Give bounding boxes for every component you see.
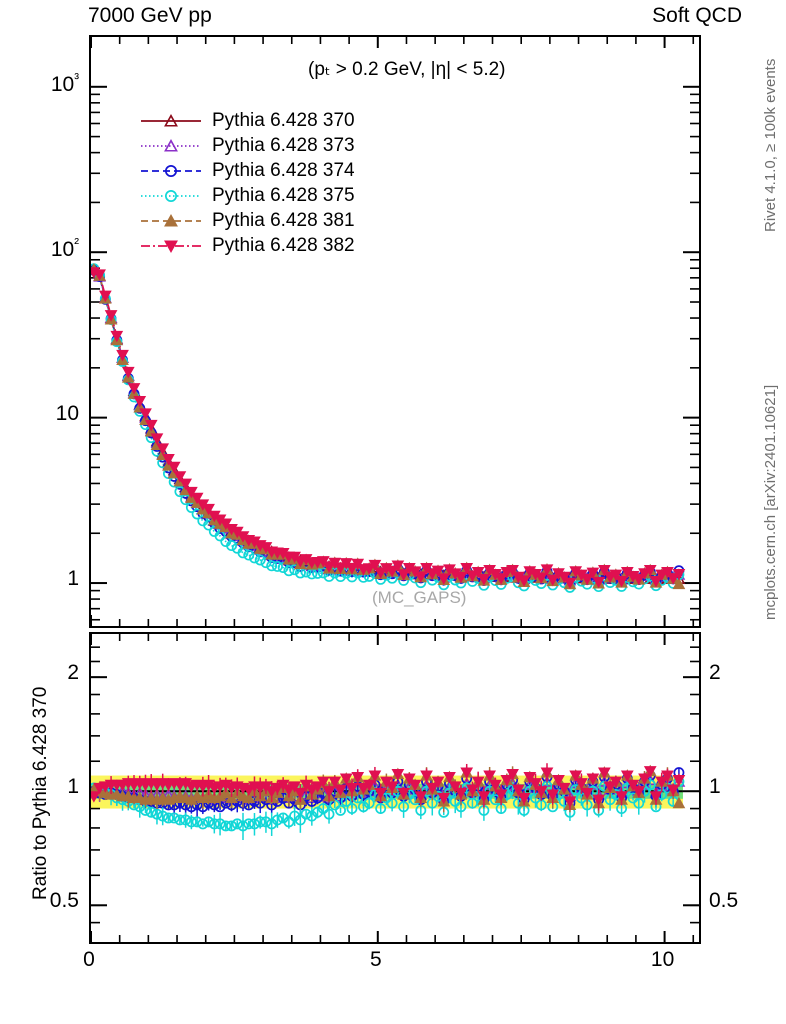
analysis-watermark: (MC_GAPS)	[372, 588, 467, 607]
legend-item-373[interactable]: Pythia 6.428 373	[140, 133, 355, 158]
main-plot-svg	[91, 37, 699, 626]
main-plot-panel	[89, 35, 701, 628]
header-left-label: 7000 GeV pp	[88, 4, 212, 27]
ratio-axis-title: Ratio to Pythia 6.428 370	[30, 686, 51, 900]
x-tick-5: 5	[369, 948, 382, 971]
legend-key-circle-open-icon	[140, 160, 202, 182]
legend-label: Pythia 6.428 381	[212, 209, 355, 231]
ratio-y-tick-left-1: 1	[67, 775, 79, 799]
legend-label: Pythia 6.428 370	[212, 109, 355, 131]
ratio-y-tick-left-0.5: 0.5	[49, 889, 79, 913]
main-y-tick-100: 10²	[50, 236, 79, 262]
rivet-version-label: Rivet 4.1.0, ≥ 100k events	[762, 58, 779, 232]
ratio-y-tick-right-0.5: 0.5	[709, 889, 739, 913]
legend-label: Pythia 6.428 382	[212, 234, 355, 256]
legend-label: Pythia 6.428 375	[212, 184, 355, 206]
header-right-label: Soft QCD	[652, 4, 742, 27]
legend-label: Pythia 6.428 373	[212, 134, 355, 156]
ratio-plot-svg	[91, 634, 699, 942]
legend-key-triangle-up-open-icon	[140, 110, 202, 132]
legend-label: Pythia 6.428 374	[212, 159, 355, 181]
legend: Pythia 6.428 370 Pythia 6.428 373 Pythia 6…	[140, 108, 355, 258]
legend-item-375[interactable]: Pythia 6.428 375	[140, 183, 355, 208]
main-y-tick-10: 10	[55, 401, 79, 425]
ratio-y-tick-right-1: 1	[709, 775, 721, 799]
main-y-tick-1: 1	[67, 567, 79, 591]
legend-item-370[interactable]: Pythia 6.428 370	[140, 108, 355, 133]
legend-item-374[interactable]: Pythia 6.428 374	[140, 158, 355, 183]
legend-key-triangle-down-fill-icon	[140, 235, 202, 257]
legend-key-triangle-up-open-icon	[140, 135, 202, 157]
x-tick-0: 0	[83, 948, 95, 971]
legend-item-381[interactable]: Pythia 6.428 381	[140, 208, 355, 233]
x-tick-10: 10	[650, 948, 675, 971]
kinematic-cut-annotation: (pₜ > 0.2 GeV, |η| < 5.2)	[308, 59, 506, 80]
ratio-y-tick-right-2: 2	[709, 661, 721, 685]
legend-key-circle-open-icon	[140, 185, 202, 207]
ratio-y-tick-left-2: 2	[67, 661, 79, 685]
legend-item-382[interactable]: Pythia 6.428 382	[140, 233, 355, 258]
ratio-plot-panel	[89, 632, 701, 944]
legend-key-triangle-up-fill-icon	[140, 210, 202, 232]
main-y-tick-1000: 10³	[50, 70, 79, 96]
mcplots-source-label: mcplots.cern.ch [arXiv:2401.10621]	[762, 384, 779, 620]
